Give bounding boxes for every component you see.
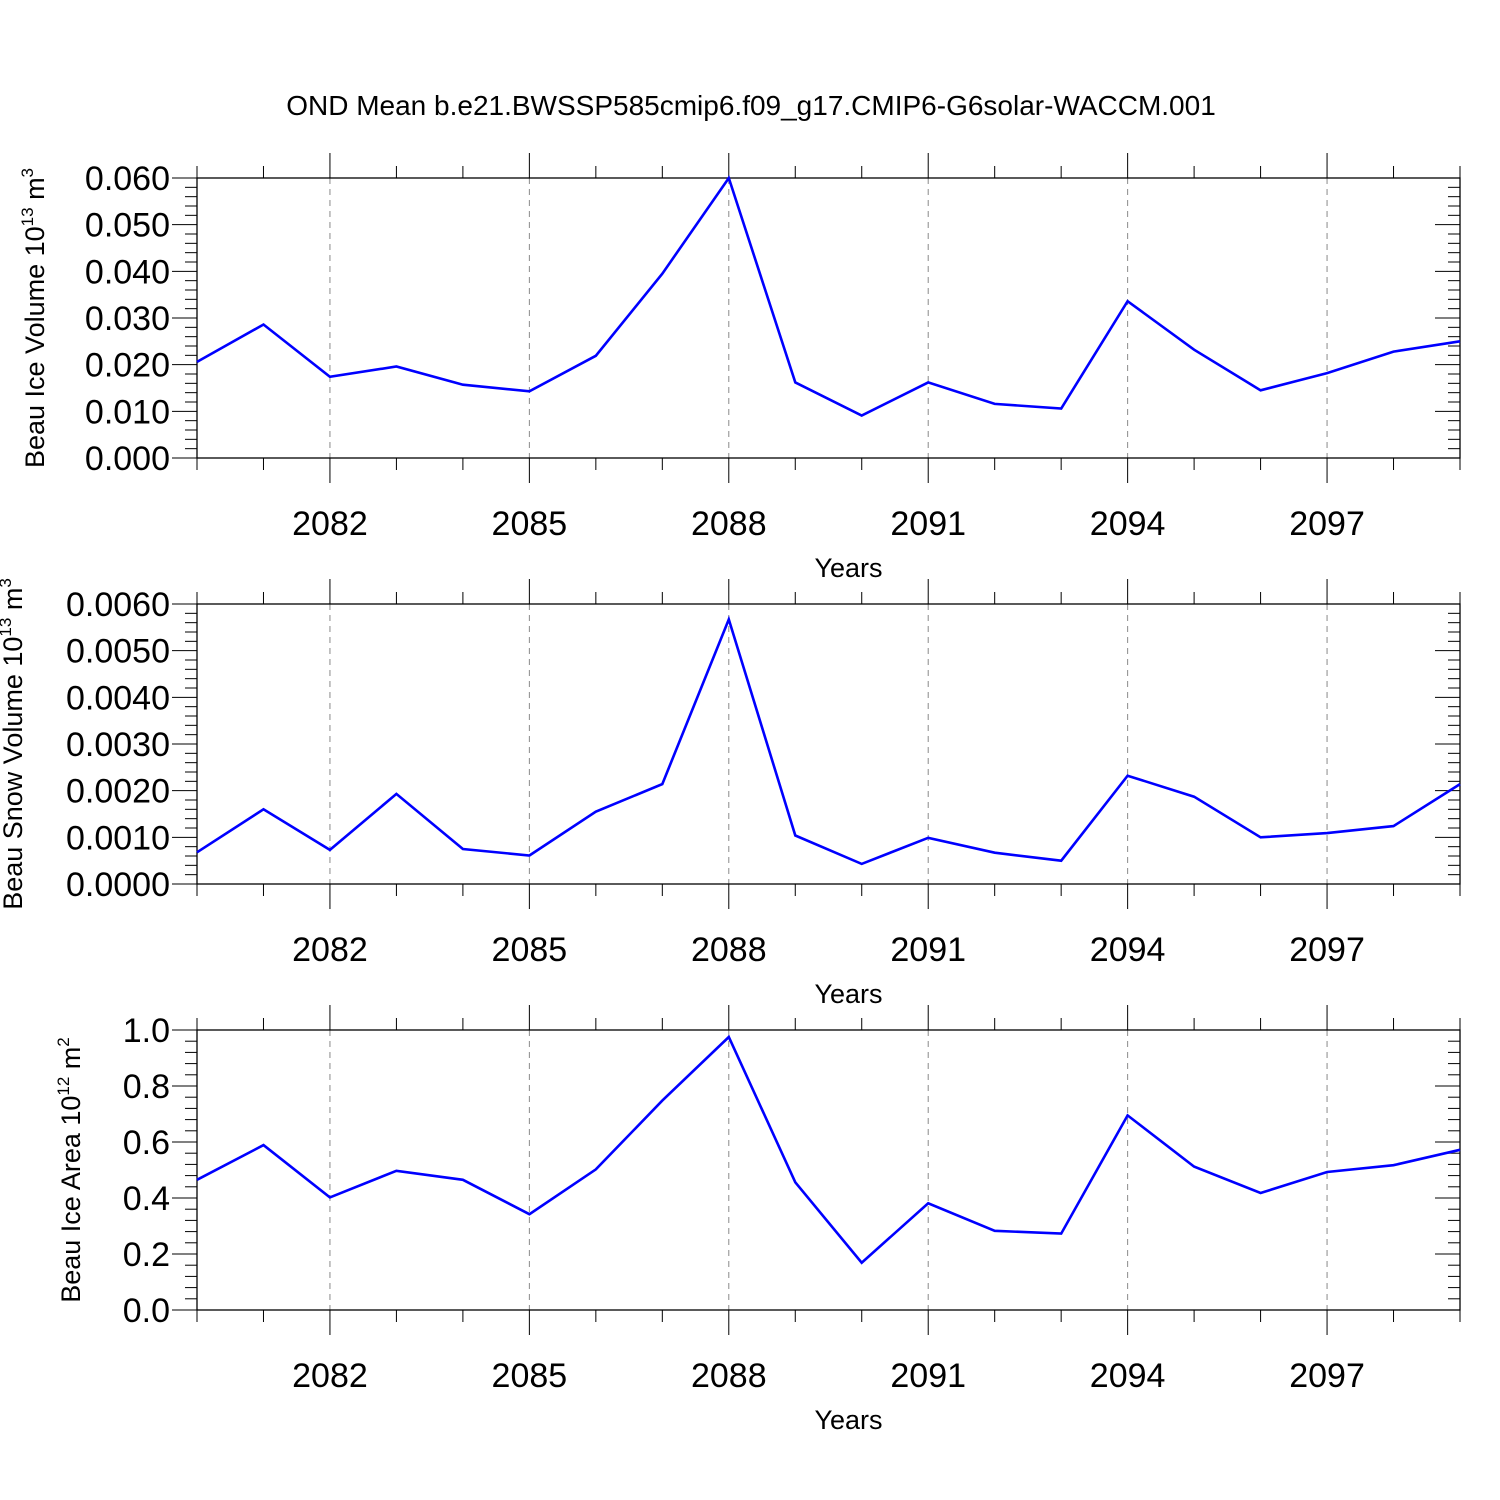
panel-snow-volume: 0.0000 0.0010 0.0020 0.0030 0.0040 0.0050 0.00… [0,578,1461,1009]
ice-volume-y-tick-label: 0.060 [85,160,170,198]
ice-area-x-tick-label: 2085 [492,1357,568,1395]
ice-area-x-tick-label: 2082 [292,1357,368,1395]
ice-volume-x-tick-label: 2088 [691,505,767,543]
ice-volume-y-tick-label: 0.010 [85,393,170,431]
snow-volume-x-tick-label: 2082 [292,931,368,969]
ice-area-y-tick-label: 0.2 [123,1236,170,1274]
ice-volume-x-tick-label: 2082 [292,505,368,543]
ice-area-y-axis-title: Beau Ice Area 1012 m2 [54,1037,86,1303]
ice-volume-x-tick-label: 2097 [1289,505,1365,543]
ice-volume-x-tick-label: 2091 [890,505,966,543]
snow-volume-x-tick-label: 2085 [492,931,568,969]
snow-volume-y-axis-title: Beau Snow Volume 1013 m3 [0,578,28,910]
snow-volume-x-axis-title: Years [814,979,882,1009]
ice-area-y-tick-label: 1.0 [123,1012,170,1050]
ice-area-y-tick-label: 0.4 [123,1180,170,1218]
snow-volume-x-tick-label: 2094 [1090,931,1166,969]
ice-area-x-tick-label: 2094 [1090,1357,1166,1395]
snow-volume-y-tick-label: 0.0060 [66,586,170,624]
snow-volume-y-tick-label: 0.0050 [66,633,170,671]
chart-title: OND Mean b.e21.BWSSP585cmip6.f09_g17.CMI… [286,90,1216,121]
ice-area-x-tick-label: 2097 [1289,1357,1365,1395]
ice-volume-y-tick-label: 0.000 [85,440,170,478]
ice-area-x-axis-title: Years [814,1405,882,1435]
panel-ice-volume: 0.000 0.010 0.020 0.030 0.040 0.050 0.060 2082 2… [18,153,1461,583]
ice-volume-y-tick-label: 0.040 [85,253,170,291]
ice-volume-x-tick-label: 2085 [492,505,568,543]
ice-area-x-tick-label: 2091 [890,1357,966,1395]
ice-volume-y-tick-label: 0.030 [85,300,170,338]
ice-area-y-tick-label: 0.8 [123,1068,170,1106]
snow-volume-x-tick-label: 2091 [890,931,966,969]
ice-area-x-tick-label: 2088 [691,1357,767,1395]
snow-volume-y-tick-label: 0.0000 [66,866,170,904]
ice-volume-series-line [196,175,1461,417]
panel-ice-area: 0.0 0.2 0.4 0.6 0.8 1.0 2082 2085 2088 2091 2094 20… [54,1005,1461,1435]
snow-volume-y-tick-label: 0.0020 [66,773,170,811]
ice-volume-x-tick-label: 2094 [1090,505,1166,543]
snow-volume-plot-frame [196,603,1461,885]
snow-volume-y-tick-label: 0.0040 [66,679,170,717]
ice-volume-plot-frame [196,177,1461,459]
ice-area-y-tick-label: 0.6 [123,1124,170,1162]
ice-volume-y-tick-label: 0.050 [85,207,170,245]
snow-volume-y-tick-label: 0.0030 [66,726,170,764]
snow-volume-series-line [196,615,1461,866]
ice-volume-y-axis-title: Beau Ice Volume 1013 m3 [18,168,50,468]
ice-volume-x-axis-title: Years [814,553,882,583]
ice-area-plot-frame [196,1029,1461,1311]
ice-area-y-tick-label: 0.0 [123,1292,170,1330]
ice-volume-y-tick-label: 0.020 [85,347,170,385]
snow-volume-y-tick-label: 0.0010 [66,819,170,857]
snow-volume-x-tick-label: 2097 [1289,931,1365,969]
snow-volume-x-tick-label: 2088 [691,931,767,969]
ice-area-series-line [196,1034,1461,1265]
